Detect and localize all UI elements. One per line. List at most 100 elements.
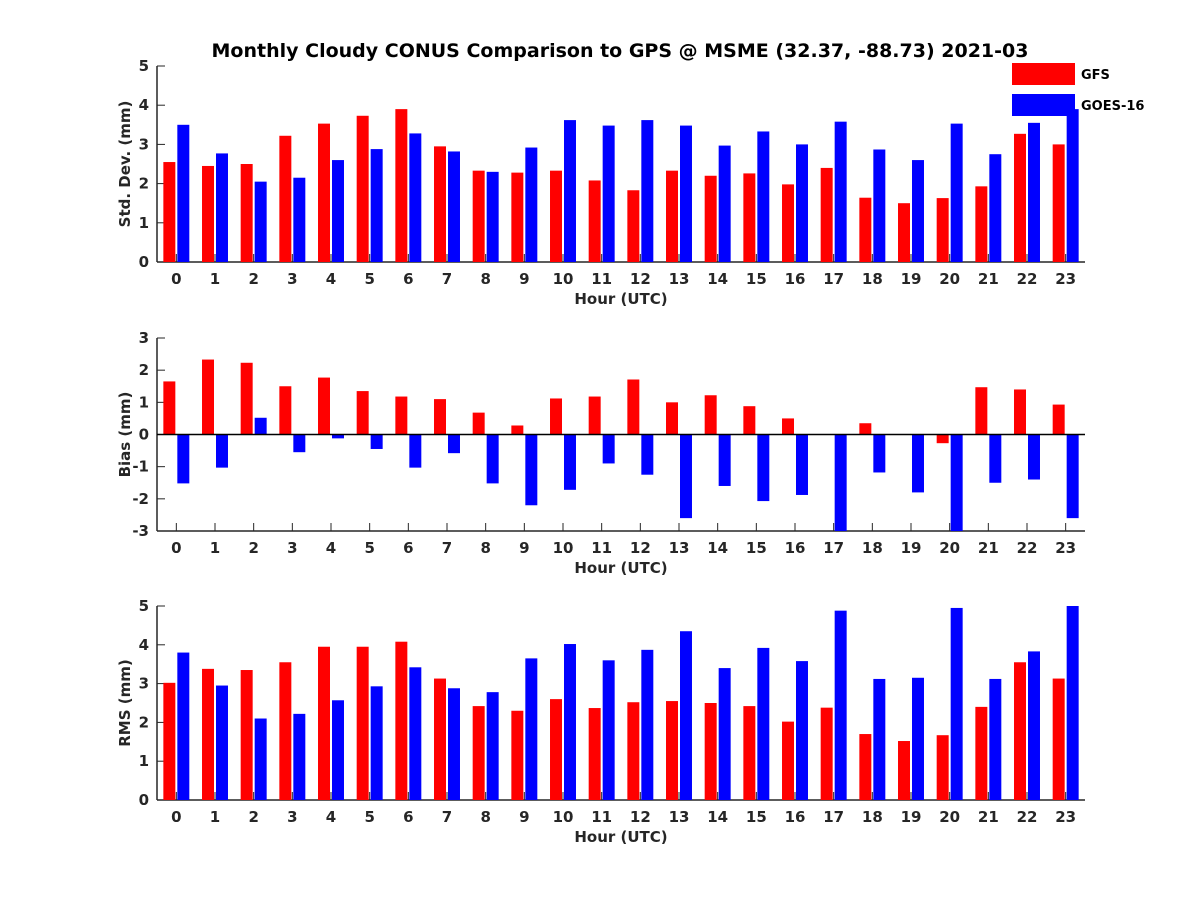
bar-goes-16-hour-22 [1028,434,1040,480]
bar-gfs-hour-3 [279,386,292,435]
bar-goes-16-hour-0 [177,434,190,484]
x-tick-label: 0 [171,539,181,557]
x-tick-label: 2 [248,808,258,826]
bar-goes-16-hour-5 [370,149,383,262]
bar-goes-16-hour-18 [873,678,886,800]
x-tick-label: 18 [862,270,883,288]
x-tick-label: 13 [669,808,690,826]
x-tick-label: 12 [630,808,651,826]
x-tick-label: 20 [939,808,960,826]
bar-goes-16-hour-17 [834,121,847,262]
y-tick-label: 2 [139,361,149,379]
y-tick-label: 4 [139,96,149,114]
bar-goes-16-hour-2 [254,718,267,800]
bar-gfs-hour-18 [859,423,872,435]
x-tick-label: 17 [823,270,844,288]
x-tick-label: 11 [591,808,612,826]
bar-gfs-hour-1 [202,668,214,800]
bar-goes-16-hour-15 [757,131,770,262]
x-tick-label: 8 [480,270,490,288]
bar-gfs-hour-5 [356,646,369,800]
bar-gfs-hour-2 [240,670,253,800]
bar-gfs-hour-7 [434,399,446,435]
figure-title: Monthly Cloudy CONUS Comparison to GPS @… [212,40,1029,62]
bar-goes-16-hour-12 [641,120,654,262]
y-tick-label: 2 [139,175,149,193]
bar-gfs-hour-9 [511,172,524,262]
bar-goes-16-hour-4 [332,160,344,262]
x-tick-label: 22 [1017,539,1038,557]
bar-gfs-hour-0 [163,381,176,435]
x-tick-label: 15 [746,270,767,288]
bar-gfs-hour-19 [898,203,910,262]
bar-goes-16-hour-18 [873,434,886,473]
bar-goes-16-hour-10 [564,120,576,262]
bar-gfs-hour-13 [666,701,678,800]
x-tick-label: 14 [707,270,728,288]
bar-gfs-hour-0 [163,682,176,800]
bar-goes-16-hour-7 [448,434,460,454]
x-tick-label: 15 [746,539,767,557]
bar-goes-16-hour-14 [718,145,731,262]
legend-swatch-gfs [1012,63,1075,85]
bar-goes-16-hour-6 [409,434,422,468]
y-axis-label: Bias (mm) [116,392,134,478]
bar-goes-16-hour-9 [525,434,538,506]
x-tick-label: 10 [553,539,574,557]
bar-gfs-hour-17 [820,167,833,262]
bar-goes-16-hour-11 [602,434,615,464]
bar-goes-16-hour-0 [177,124,190,262]
x-tick-label: 21 [978,808,999,826]
y-tick-label: 1 [139,393,149,411]
bar-gfs-hour-8 [472,170,485,262]
bar-gfs-hour-23 [1052,678,1065,800]
bar-gfs-hour-10 [550,699,562,800]
x-tick-label: 4 [326,808,336,826]
legend: GFS GOES-16 [1012,63,1144,116]
bar-goes-16-hour-13 [680,125,692,262]
bar-gfs-hour-4 [318,377,330,435]
x-tick-label: 23 [1055,270,1076,288]
bar-goes-16-hour-5 [370,434,383,449]
bar-gfs-hour-9 [511,425,524,435]
bar-gfs-hour-5 [356,115,369,262]
x-tick-label: 0 [171,808,181,826]
bar-goes-16-hour-17 [834,610,847,800]
x-tick-label: 16 [785,270,806,288]
x-tick-label: 12 [630,539,651,557]
bar-gfs-hour-7 [434,146,446,262]
bar-goes-16-hour-16 [796,144,808,262]
x-tick-label: 2 [248,270,258,288]
bar-goes-16-hour-4 [332,434,344,439]
bar-gfs-hour-8 [472,412,485,435]
bar-gfs-hour-8 [472,706,485,800]
bar-gfs-hour-6 [395,109,408,263]
x-tick-label: 1 [210,539,220,557]
bar-gfs-hour-11 [588,708,601,800]
y-axis-label: RMS (mm) [116,659,134,746]
x-tick-label: 20 [939,270,960,288]
x-tick-label: 17 [823,808,844,826]
x-tick-label: 16 [785,539,806,557]
bar-goes-16-hour-15 [757,434,770,502]
x-tick-label: 17 [823,539,844,557]
x-tick-label: 6 [403,270,413,288]
bar-goes-16-hour-7 [448,151,460,262]
x-tick-label: 19 [901,808,922,826]
bar-gfs-hour-12 [627,190,640,262]
bar-gfs-hour-13 [666,170,678,262]
bar-goes-16-hour-14 [718,668,731,800]
bar-gfs-hour-3 [279,135,292,262]
x-tick-label: 19 [901,539,922,557]
legend-label-goes-16: GOES-16 [1081,99,1144,114]
x-tick-label: 4 [326,270,336,288]
bar-goes-16-hour-14 [718,434,731,486]
bar-goes-16-hour-20 [950,123,963,263]
x-axis-label: Hour (UTC) [574,290,667,308]
bar-goes-16-hour-23 [1066,606,1079,800]
x-tick-label: 20 [939,539,960,557]
x-tick-label: 21 [978,270,999,288]
bar-goes-16-hour-4 [332,700,344,800]
x-tick-label: 8 [480,808,490,826]
